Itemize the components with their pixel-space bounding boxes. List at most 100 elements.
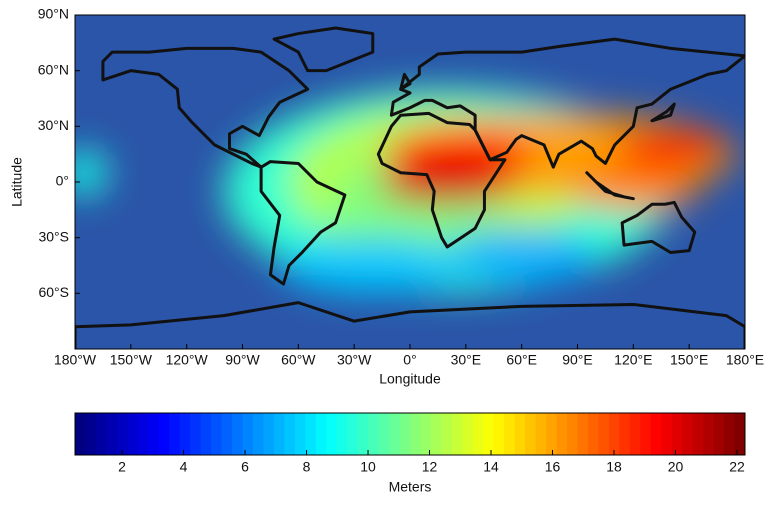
heat-field: [75, 15, 745, 349]
colorbar-bin: [95, 413, 107, 455]
coastline: [376, 111, 507, 249]
heat-blob: [382, 130, 531, 179]
colorbar-bin: [420, 413, 432, 455]
x-tick-label: 180°W: [54, 352, 97, 368]
colorbar-bin: [200, 413, 212, 455]
colorbar-bin: [671, 413, 683, 455]
colorbar-bin: [75, 413, 86, 455]
colorbar-bin: [619, 413, 631, 455]
colorbar-bin: [608, 413, 620, 455]
colorbar-tick-label: 20: [668, 459, 684, 475]
colorbar-bin: [347, 413, 359, 455]
colorbar-bin: [294, 413, 306, 455]
x-tick-label: 90°W: [225, 352, 260, 368]
colorbar-bin: [158, 413, 170, 455]
colorbar-bin: [137, 413, 149, 455]
colorbar-bin: [252, 413, 264, 455]
colorbar-tick-label: 18: [606, 459, 622, 475]
colorbar-bin: [640, 413, 652, 455]
colorbar-bin: [263, 413, 275, 455]
colorbar-bin: [504, 413, 516, 455]
colorbar-bin: [326, 413, 338, 455]
colorbar-bin: [483, 413, 495, 455]
coastline: [650, 102, 676, 123]
coastline: [389, 37, 745, 169]
coastline: [272, 26, 375, 73]
y-tick-label: 60°S: [38, 284, 69, 300]
colorbar-bin: [357, 413, 369, 455]
colorbar-bin: [242, 413, 254, 455]
colorbar-bin: [85, 413, 97, 455]
colorbar-tick-label: 16: [545, 459, 561, 475]
heat-blob: [447, 228, 597, 285]
colorbar-bin: [567, 413, 578, 455]
x-tick-label: 60°W: [281, 352, 316, 368]
x-tick-label: 120°E: [614, 352, 652, 368]
colorbar-bin: [734, 413, 746, 455]
colorbar-tick-label: 12: [422, 459, 438, 475]
colorbar-bin: [451, 413, 463, 455]
x-tick-label: 150°W: [110, 352, 153, 368]
coastline: [75, 301, 745, 349]
colorbar-bin: [430, 413, 442, 455]
colorbar-tick-label: 10: [360, 459, 376, 475]
x-tick-label: 120°W: [166, 352, 209, 368]
colorbar-bin: [472, 413, 484, 455]
y-tick-label: 30°N: [38, 117, 69, 133]
colorbar-bin: [273, 413, 285, 455]
colorbar-bin: [378, 413, 390, 455]
x-tick-label: 90°E: [562, 352, 593, 368]
colorbar-bin: [650, 413, 662, 455]
colorbar-tick-label: 2: [118, 459, 126, 475]
colorbar-bin: [305, 413, 317, 455]
colorbar-bin: [148, 413, 160, 455]
colorbar-bin: [692, 413, 704, 455]
colorbar-bin: [713, 413, 725, 455]
colorbar-bin: [221, 413, 233, 455]
colorbar-bin: [556, 413, 568, 455]
x-tick-label: 30°E: [451, 352, 482, 368]
colorbar-bin: [661, 413, 673, 455]
colorbar-bin: [116, 413, 128, 455]
colorbar-tick-label: 8: [303, 459, 311, 475]
colorbar-bin: [410, 413, 421, 455]
colorbar-bin: [232, 413, 243, 455]
x-axis-label: Longitude: [379, 371, 441, 387]
colorbar-bin: [577, 413, 589, 455]
colorbar-bin: [169, 413, 181, 455]
y-tick-label: 0°: [56, 173, 69, 189]
y-axis-label: Latitude: [9, 157, 25, 207]
y-tick-label: 30°S: [38, 228, 69, 244]
colorbar-bin: [211, 413, 223, 455]
colorbar-bin: [399, 413, 411, 455]
colorbar-bin: [179, 413, 191, 455]
colorbar-tick-label: 22: [729, 459, 745, 475]
coastline: [101, 46, 310, 169]
x-tick-label: 180°E: [726, 352, 764, 368]
coastline: [259, 160, 347, 286]
colorbar-bin: [462, 413, 474, 455]
heat-blob: [568, 165, 699, 210]
colorbar-bin: [724, 413, 736, 455]
colorbar-frame: [74, 412, 746, 456]
x-tick-label: 150°E: [670, 352, 708, 368]
x-tick-label: 30°W: [337, 352, 372, 368]
colorbar-bin: [546, 413, 558, 455]
colorbar-bin: [493, 413, 505, 455]
colorbar-tick-label: 4: [180, 459, 188, 475]
colorbar-label: Meters: [389, 479, 432, 495]
colorbar-bin: [127, 413, 139, 455]
y-tick-label: 60°N: [38, 61, 69, 77]
colorbar-bin: [514, 413, 526, 455]
colorbar: 2 4 6 8 10 12 14 16 18 20 22: [75, 413, 746, 475]
colorbar-bin: [284, 413, 296, 455]
colorbar-bin: [389, 413, 401, 455]
colorbar-tick-label: 6: [241, 459, 249, 475]
heat-blob: [376, 167, 518, 205]
heat-blob: [614, 130, 727, 168]
coastline: [399, 72, 412, 91]
colorbar-bin: [682, 413, 694, 455]
colorbar-bin: [525, 413, 537, 455]
coastline: [620, 200, 697, 255]
